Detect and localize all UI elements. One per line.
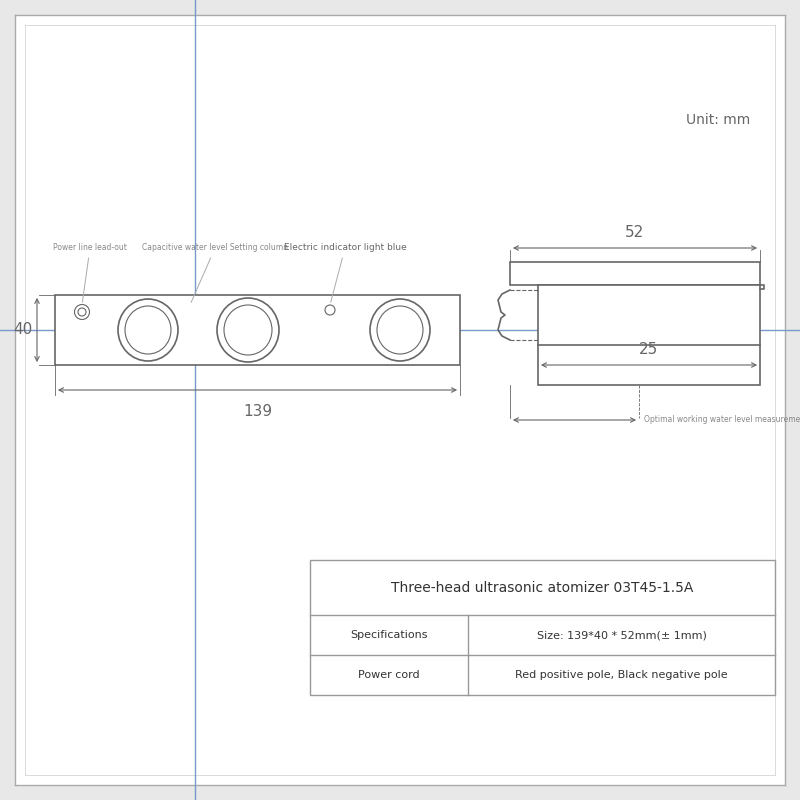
Text: Three-head ultrasonic atomizer 03T45-1.5A: Three-head ultrasonic atomizer 03T45-1.5…: [391, 581, 694, 594]
Bar: [310, 560, 775, 695]
Bar: [538, 285, 760, 385]
Text: 139: 139: [243, 404, 272, 419]
Text: 25: 25: [639, 342, 658, 357]
Text: Unit: mm: Unit: mm: [686, 113, 750, 127]
Text: Optimal working water level measurement: Optimal working water level measurement: [644, 415, 800, 425]
Ellipse shape: [377, 306, 423, 354]
Text: 52: 52: [626, 225, 645, 240]
Ellipse shape: [125, 306, 171, 354]
Text: Red positive pole, Black negative pole: Red positive pole, Black negative pole: [515, 670, 728, 680]
Bar: [510, 262, 760, 285]
Text: 40: 40: [13, 322, 32, 338]
Text: Power cord: Power cord: [358, 670, 420, 680]
Text: Electric indicator light blue: Electric indicator light blue: [284, 243, 406, 302]
Ellipse shape: [370, 299, 430, 361]
Ellipse shape: [224, 305, 272, 355]
Text: Power line lead-out: Power line lead-out: [53, 243, 127, 302]
Circle shape: [325, 305, 335, 315]
Bar: [55, 295, 460, 365]
Ellipse shape: [217, 298, 279, 362]
Circle shape: [74, 305, 90, 319]
Text: Size: 139*40 * 52mm(± 1mm): Size: 139*40 * 52mm(± 1mm): [537, 630, 706, 640]
Circle shape: [78, 308, 86, 316]
Ellipse shape: [118, 299, 178, 361]
Text: Specifications: Specifications: [350, 630, 428, 640]
Text: Capacitive water level Setting column: Capacitive water level Setting column: [142, 243, 288, 302]
